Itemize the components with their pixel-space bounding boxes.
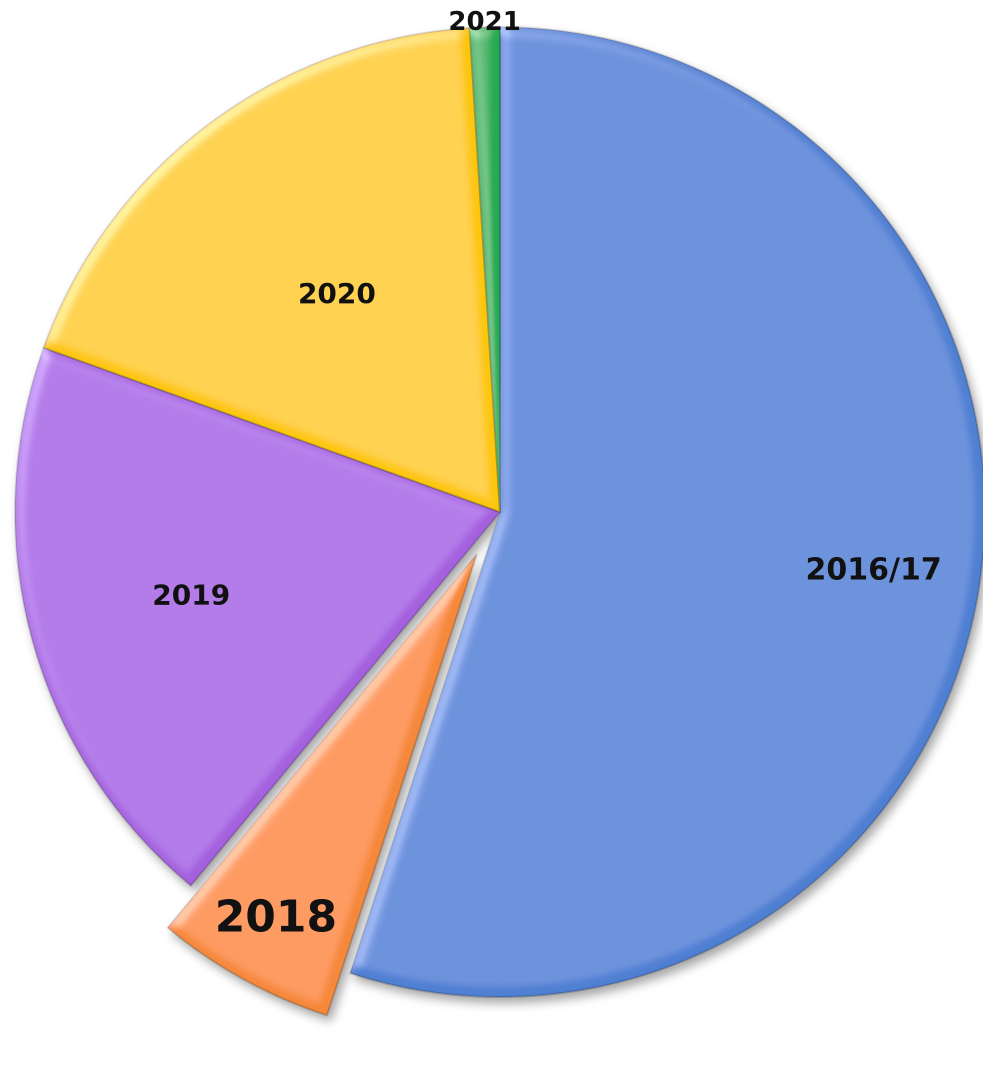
pie-slice-2021: [468, 25, 501, 513]
pie-labels: 2016/17 2018 2019 2020 2021: [152, 7, 941, 943]
pie-slice-2016-17: [348, 25, 983, 998]
slice-label-2016-17: 2016/17: [806, 553, 942, 588]
slice-label-2020: 2020: [298, 277, 376, 310]
pie-slice-2020: [42, 26, 502, 514]
pie-slice-2019: [14, 346, 502, 888]
pie-slices: [14, 25, 983, 1017]
slice-label-2018: 2018: [215, 892, 337, 943]
pie-slice-2018: [166, 553, 478, 1017]
slice-label-2019: 2019: [152, 578, 230, 611]
slice-label-2021: 2021: [448, 7, 520, 37]
